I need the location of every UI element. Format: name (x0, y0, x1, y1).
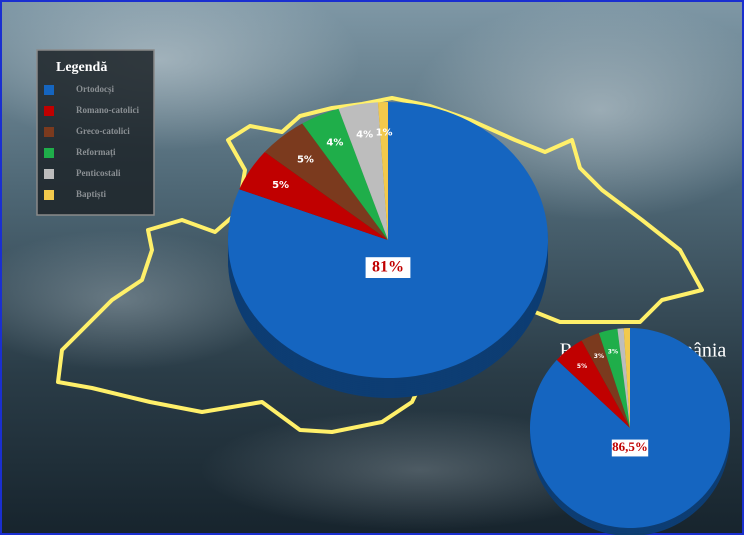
value-label: 5% (297, 154, 314, 165)
value-label: 86,5% (612, 439, 648, 454)
legend-marker (44, 148, 54, 158)
value-label: 4% (326, 138, 343, 149)
legend-label: Romano-catolici (76, 105, 139, 115)
legend-label: Penticostali (76, 168, 121, 178)
value-label: 1% (376, 127, 393, 138)
page: Legendă Religiile în România OrtodocșiRo… (0, 0, 744, 535)
legend-marker (44, 127, 54, 137)
value-label: 81% (372, 258, 404, 275)
legend-marker (44, 106, 54, 116)
value-label: 4% (356, 129, 373, 140)
legend-title: Legendă (56, 60, 107, 75)
legend-marker (44, 85, 54, 95)
value-label: 5% (577, 363, 587, 370)
legend-label: Reformați (76, 147, 116, 157)
legend-marker (44, 190, 54, 200)
legend-label: Ortodocși (76, 84, 114, 94)
value-label: 3% (608, 348, 618, 355)
legend-label: Greco-catolici (76, 126, 130, 136)
legend-label: Baptiști (76, 189, 107, 199)
value-label: 5% (272, 180, 289, 191)
value-label: 3% (594, 353, 604, 360)
legend-marker (44, 169, 54, 179)
